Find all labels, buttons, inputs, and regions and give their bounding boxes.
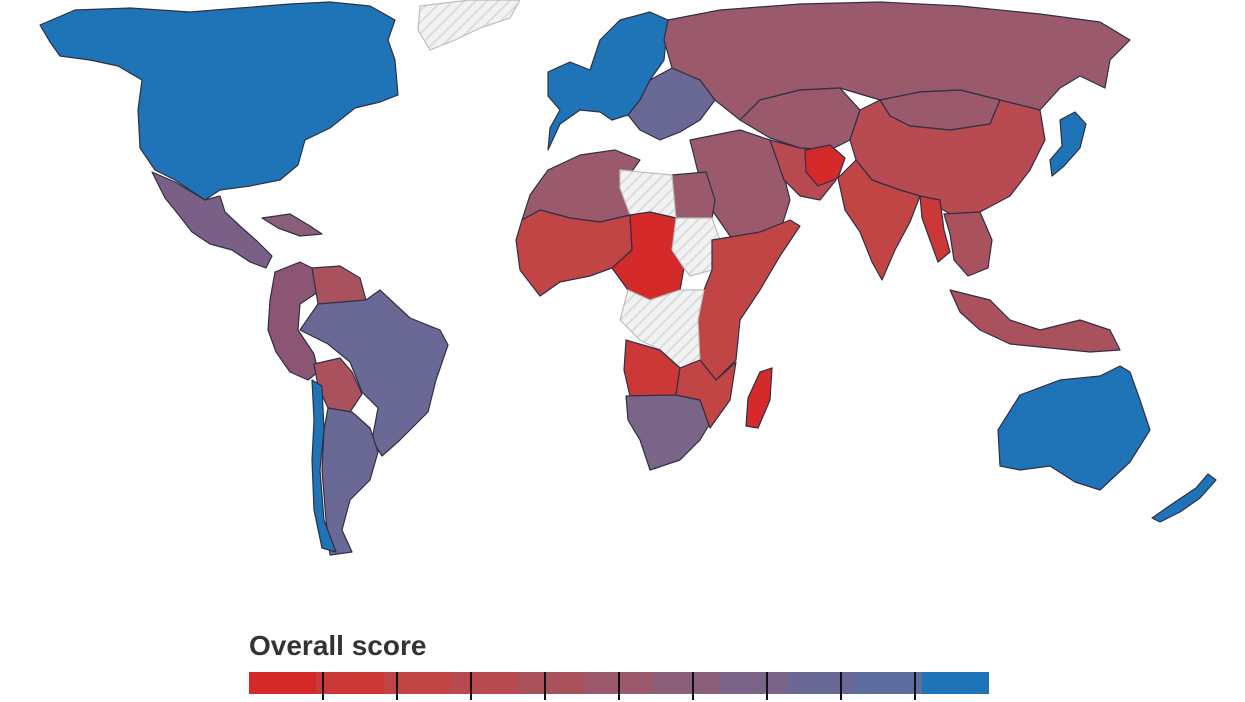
region-north-america[interactable] [39, 1, 399, 201]
legend-swatch [854, 672, 922, 694]
world-map [39, 0, 1217, 556]
legend-swatch [719, 672, 788, 694]
legend-swatch [249, 672, 317, 694]
legend-swatch [518, 672, 586, 694]
legend-ticks [249, 672, 989, 702]
legend-tick [692, 672, 694, 700]
legend-tick [618, 672, 620, 700]
legend-swatch [316, 672, 384, 694]
region-myanmar[interactable] [919, 195, 951, 263]
legend-tick [840, 672, 842, 700]
region-caribbean[interactable] [261, 213, 323, 237]
region-east-africa[interactable] [697, 219, 801, 381]
legend-swatch [383, 672, 451, 694]
region-greenland [417, 0, 521, 51]
legend-swatch [450, 672, 519, 694]
region-sudan [671, 217, 721, 277]
region-west-africa[interactable] [515, 209, 633, 297]
legend: Overall score [249, 628, 989, 702]
region-india[interactable] [837, 159, 921, 281]
legend-title: Overall score [249, 630, 427, 661]
legend-tick [766, 672, 768, 700]
region-southern-africa[interactable] [625, 394, 713, 471]
legend-tick [544, 672, 546, 700]
region-japan-korea[interactable] [1049, 111, 1087, 177]
legend-tick [396, 672, 398, 700]
legend-swatch [787, 672, 855, 694]
region-indonesia[interactable] [949, 289, 1121, 353]
region-egypt[interactable] [671, 171, 716, 219]
legend-tick [914, 672, 916, 700]
legend-swatch [921, 672, 989, 694]
region-madagascar[interactable] [745, 367, 773, 429]
region-mexico-central-america[interactable] [151, 171, 273, 269]
region-southeast-asia[interactable] [943, 211, 993, 277]
legend-swatch [652, 672, 720, 694]
legend-tick [322, 672, 324, 700]
region-new-zealand[interactable] [1151, 473, 1217, 523]
region-mozambique[interactable] [675, 359, 737, 429]
legend-color-scale [249, 672, 989, 694]
region-libya [619, 169, 677, 219]
region-argentina[interactable] [321, 407, 379, 556]
region-brazil[interactable] [299, 289, 449, 457]
legend-tick [470, 672, 472, 700]
region-chile[interactable] [311, 379, 337, 553]
region-australia[interactable] [997, 365, 1151, 491]
